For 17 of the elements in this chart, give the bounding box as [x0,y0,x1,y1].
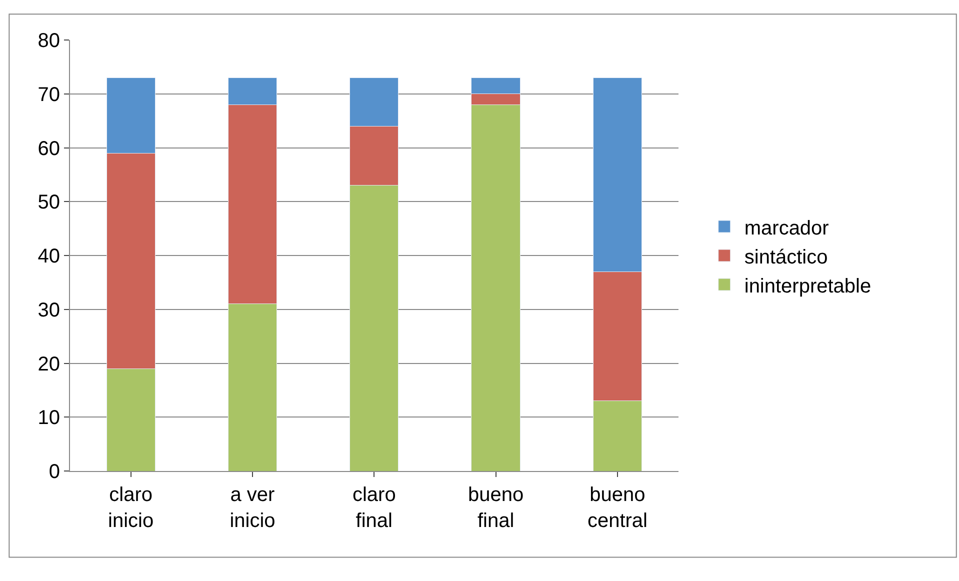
y-tick-label: 20 [38,353,60,376]
legend-label: sintáctico [744,246,828,268]
x-tick-label: claro final [352,484,396,532]
y-tick-label: 10 [38,407,60,430]
x-tick-label: claro inicio [108,484,154,532]
y-tick-label: 30 [38,299,60,322]
legend-label: ininterpretable [744,275,872,298]
y-tick-label: 40 [38,246,60,268]
y-tick-label: 70 [38,84,60,106]
y-tick-label: 50 [38,192,60,214]
x-tick-label: bueno central [587,484,648,532]
legend-label: marcador [744,217,830,240]
x-tick-label: bueno final [468,484,524,532]
y-tick-label: 0 [48,461,60,483]
x-tick-label: a ver inicio [230,484,276,532]
y-tick-label: 80 [38,30,60,52]
y-tick-label: 60 [38,138,60,160]
